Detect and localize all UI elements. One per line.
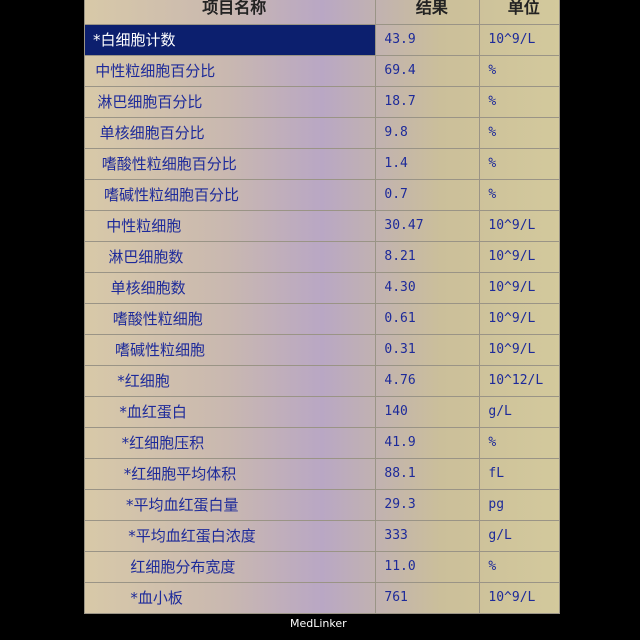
- table-row[interactable]: 嗜酸性粒细胞百分比 1.4%: [83, 148, 560, 180]
- item-name: 淋巴细胞百分比: [83, 86, 377, 118]
- result-value: 4.30: [375, 272, 481, 304]
- unit: 10^9/L: [479, 334, 560, 366]
- unit: %: [479, 55, 560, 87]
- item-name: 嗜碱性粒细胞: [83, 334, 377, 366]
- item-name: *平均血红蛋白量: [83, 489, 377, 521]
- table-row[interactable]: 单核细胞数 4.30 10^9/L: [83, 272, 560, 304]
- result-value: 4.76: [375, 365, 481, 397]
- watermark: MedLinker: [290, 617, 347, 630]
- item-name: *红细胞: [83, 365, 377, 397]
- result-value: 0.61: [375, 303, 481, 335]
- result-value: 1.4: [375, 148, 481, 180]
- table-row[interactable]: 嗜碱性粒细胞百分比 0.7%: [83, 179, 560, 211]
- table-row[interactable]: 嗜碱性粒细胞 0.31 10^9/L: [83, 334, 560, 366]
- result-value: 9.8: [375, 117, 481, 149]
- header-item-name: 项目名称: [83, 0, 377, 25]
- item-name: 单核细胞数: [83, 272, 377, 304]
- item-name: 单核细胞百分比: [83, 117, 377, 149]
- result-value: 8.21: [375, 241, 481, 273]
- item-name: *红细胞平均体积: [83, 458, 377, 490]
- table-row[interactable]: 中性粒细胞 30.47 10^9/L: [83, 210, 560, 242]
- unit: fL: [479, 458, 560, 490]
- item-name: 中性粒细胞: [83, 210, 377, 242]
- table-row[interactable]: 中性粒细胞百分比 69.4%: [83, 55, 560, 87]
- header-result: 结果: [375, 0, 481, 25]
- table-row[interactable]: *血小板 761 10^9/L: [83, 582, 560, 614]
- table-row[interactable]: 嗜酸性粒细胞 0.61 10^9/L: [83, 303, 560, 335]
- unit: 10^9/L: [479, 210, 560, 242]
- table-row[interactable]: *红细胞平均体积 88.1 fL: [83, 458, 560, 490]
- table-row[interactable]: *平均血红蛋白量 29.3 pg: [83, 489, 560, 521]
- item-name: 红细胞分布宽度: [83, 551, 377, 583]
- unit: %: [479, 86, 560, 118]
- result-value: 18.7: [375, 86, 481, 118]
- unit: %: [479, 117, 560, 149]
- result-value: 30.47: [375, 210, 481, 242]
- unit: %: [479, 551, 560, 583]
- result-value: 0.31: [375, 334, 481, 366]
- unit: 10^9/L: [479, 582, 560, 614]
- unit: 10^9/L: [479, 272, 560, 304]
- unit: 10^9/L: [479, 24, 560, 56]
- item-name: 嗜碱性粒细胞百分比: [83, 179, 377, 211]
- table-row[interactable]: *白细胞计数 43.9 10^9/L: [83, 24, 560, 56]
- result-value: 88.1: [375, 458, 481, 490]
- lab-results-table: 项目名称 结果 单位 *白细胞计数 43.9 10^9/L 中性粒细胞百分比 69.4%…: [83, 0, 560, 614]
- item-name: *平均血红蛋白浓度: [83, 520, 377, 552]
- item-name: 淋巴细胞数: [83, 241, 377, 273]
- table-row[interactable]: 单核细胞百分比 9.8%: [83, 117, 560, 149]
- result-value: 69.4: [375, 55, 481, 87]
- item-name: *血红蛋白: [83, 396, 377, 428]
- table-row[interactable]: 淋巴细胞数 8.21 10^9/L: [83, 241, 560, 273]
- result-value: 43.9: [375, 24, 481, 56]
- unit: g/L: [479, 396, 560, 428]
- unit: 10^9/L: [479, 241, 560, 273]
- result-value: 761: [375, 582, 481, 614]
- unit: g/L: [479, 520, 560, 552]
- unit: %: [479, 148, 560, 180]
- item-name: *红细胞压积: [83, 427, 377, 459]
- table-row[interactable]: *血红蛋白 140 g/L: [83, 396, 560, 428]
- result-value: 0.7: [375, 179, 481, 211]
- table-row[interactable]: 红细胞分布宽度 11.0%: [83, 551, 560, 583]
- table-row[interactable]: *红细胞压积 41.9%: [83, 427, 560, 459]
- table-row[interactable]: *红细胞 4.76 10^12/L: [83, 365, 560, 397]
- table-row[interactable]: *平均血红蛋白浓度 333 g/L: [83, 520, 560, 552]
- results-table-screen: 项目名称 结果 单位 *白细胞计数 43.9 10^9/L 中性粒细胞百分比 69.4%…: [83, 0, 560, 614]
- unit: 10^12/L: [479, 365, 560, 397]
- result-value: 11.0: [375, 551, 481, 583]
- unit: 10^9/L: [479, 303, 560, 335]
- result-value: 333: [375, 520, 481, 552]
- item-name: 嗜酸性粒细胞百分比: [83, 148, 377, 180]
- result-value: 140: [375, 396, 481, 428]
- item-name: *白细胞计数: [83, 24, 377, 56]
- unit: %: [479, 427, 560, 459]
- item-name: 嗜酸性粒细胞: [83, 303, 377, 335]
- result-value: 41.9: [375, 427, 481, 459]
- table-header: 项目名称 结果 单位: [83, 0, 560, 25]
- item-name: 中性粒细胞百分比: [83, 55, 377, 87]
- unit: pg: [479, 489, 560, 521]
- table-row[interactable]: 淋巴细胞百分比 18.7%: [83, 86, 560, 118]
- result-value: 29.3: [375, 489, 481, 521]
- header-unit: 单位: [479, 0, 560, 25]
- unit: %: [479, 179, 560, 211]
- item-name: *血小板: [83, 582, 377, 614]
